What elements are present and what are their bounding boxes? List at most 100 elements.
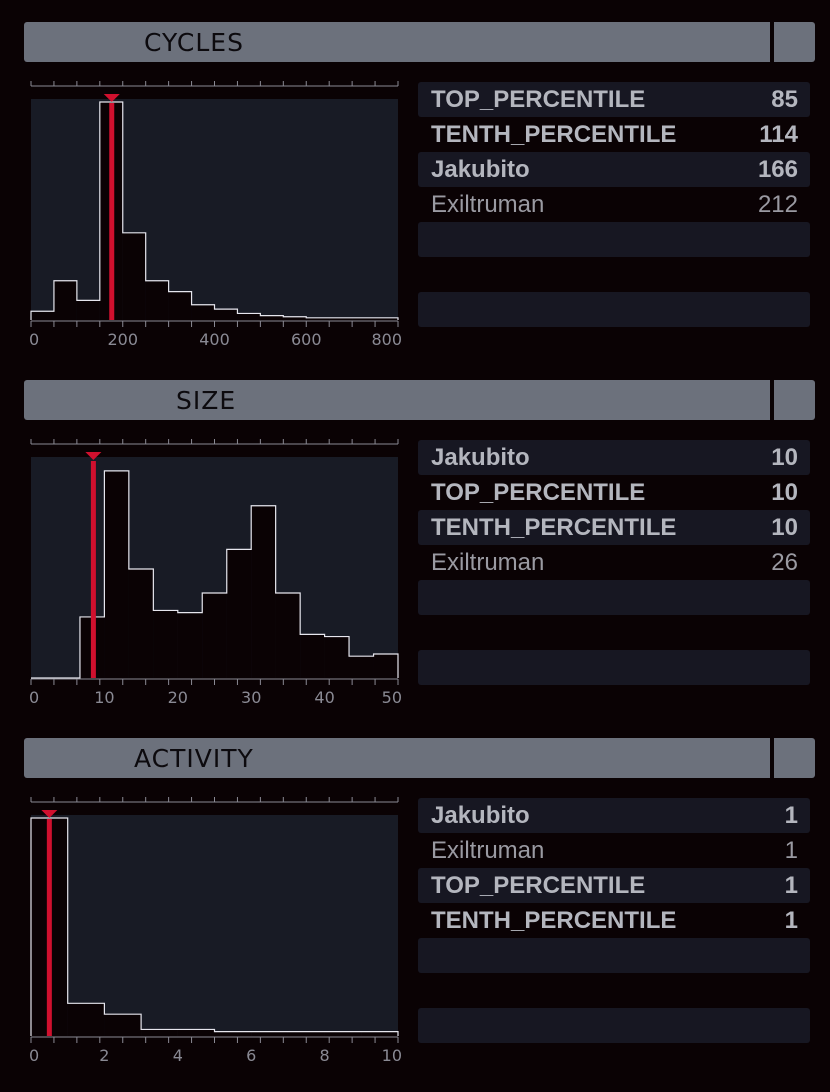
histogram-outline	[30, 817, 399, 1036]
histogram-bin	[324, 1031, 362, 1036]
row-name: TOP_PERCENTILE	[431, 86, 646, 113]
cycles-header-button[interactable]	[774, 22, 815, 62]
header-divider	[770, 738, 774, 778]
histogram-bin	[76, 300, 100, 320]
leaderboard-row[interactable]: TENTH_PERCENTILE 10	[418, 510, 810, 545]
histogram-bin	[31, 311, 54, 320]
leaderboard-row[interactable]: Exiltruman 1	[418, 833, 810, 868]
histogram-bin	[128, 569, 154, 678]
empty-row	[418, 257, 810, 292]
row-name: Jakubito	[431, 444, 530, 471]
row-value: 114	[759, 121, 798, 148]
x-tick-label: 0	[29, 1046, 39, 1065]
row-name: Jakubito	[431, 156, 530, 183]
cycles-title: CYCLES	[144, 28, 244, 57]
histogram-bin	[67, 1003, 105, 1036]
histogram-bin	[104, 470, 129, 678]
leaderboard-row[interactable]: TOP_PERCENTILE 10	[418, 475, 810, 510]
histogram-bin	[104, 1014, 142, 1036]
x-tick-label: 30	[241, 688, 261, 707]
row-name: Jakubito	[431, 802, 530, 829]
activity-histogram: 0 2 4 6 8 10	[29, 797, 402, 1065]
row-value: 1	[784, 907, 798, 934]
activity-title: ACTIVITY	[134, 744, 254, 773]
histogram-bin	[251, 1031, 288, 1036]
empty-row	[418, 615, 810, 650]
row-name: TENTH_PERCENTILE	[431, 121, 677, 148]
percentile-marker-icon	[85, 452, 102, 460]
leaderboard-row[interactable]: TOP_PERCENTILE 1	[418, 868, 810, 903]
leaderboard-row[interactable]: TENTH_PERCENTILE 114	[418, 117, 810, 152]
cycles-leaderboard: TOP_PERCENTILE 85 TENTH_PERCENTILE 114 Jak…	[418, 82, 810, 327]
histogram-bin	[214, 309, 238, 320]
cycles-histogram: 0 200 400 600 800	[29, 81, 402, 349]
size-title: SIZE	[176, 386, 237, 415]
percentile-marker-icon	[103, 94, 120, 102]
size-section: SIZE 0 10 20 30 40 50 Jakubito 10 TOP_PERCENTI…	[0, 380, 830, 730]
histogram-bin	[361, 1031, 398, 1036]
activity-leaderboard: Jakubito 1 Exiltruman 1 TOP_PERCENTILE 1 TE…	[418, 798, 810, 1043]
row-value: 1	[784, 872, 798, 899]
leaderboard-row[interactable]: Jakubito 1	[418, 798, 810, 833]
histogram-bin	[300, 634, 325, 678]
activity-header[interactable]: ACTIVITY	[24, 738, 815, 778]
x-tick-label: 0	[29, 330, 39, 349]
row-name: TOP_PERCENTILE	[431, 479, 646, 506]
cycles-section: CYCLES 0 200 400 600 800 TOP_PERCENTILE 85 TE…	[0, 22, 830, 372]
empty-row	[418, 580, 810, 615]
leaderboard-row[interactable]: Jakubito 10	[418, 440, 810, 475]
leaderboard-row[interactable]: Exiltruman 212	[418, 187, 810, 222]
plot-area	[31, 815, 398, 1036]
empty-row	[418, 292, 810, 327]
row-value: 10	[771, 479, 798, 506]
size-header[interactable]: SIZE	[24, 380, 815, 420]
histogram-bin	[324, 636, 350, 678]
leaderboard-row[interactable]: TENTH_PERCENTILE 1	[418, 903, 810, 938]
x-tick-label: 40	[314, 688, 334, 707]
row-name: Exiltruman	[431, 837, 545, 864]
row-name: TENTH_PERCENTILE	[431, 907, 677, 934]
histogram-bin	[141, 1029, 178, 1036]
leaderboard-row[interactable]: TOP_PERCENTILE 85	[418, 82, 810, 117]
x-tick-label: 400	[199, 330, 230, 349]
row-value: 10	[771, 514, 798, 541]
histogram-bin	[153, 610, 178, 678]
histogram-bin	[145, 280, 169, 320]
histogram-bin	[251, 505, 276, 678]
percentile-marker-line	[109, 103, 115, 320]
percentile-marker-icon	[41, 810, 58, 818]
empty-row	[418, 973, 810, 1008]
row-value: 85	[771, 86, 798, 113]
x-tick-label: 6	[246, 1046, 256, 1065]
row-name: TOP_PERCENTILE	[431, 872, 646, 899]
x-tick-label: 800	[371, 330, 402, 349]
row-name: TENTH_PERCENTILE	[431, 514, 677, 541]
histogram-outline	[30, 101, 399, 320]
percentile-marker-line	[90, 461, 96, 678]
row-name: Exiltruman	[431, 191, 545, 218]
size-histogram: 0 10 20 30 40 50	[29, 439, 402, 707]
activity-header-button[interactable]	[774, 738, 815, 778]
row-value: 1	[784, 837, 798, 864]
histogram-bin	[349, 656, 374, 678]
histogram-bin	[191, 304, 215, 320]
histogram-bin	[283, 316, 307, 320]
size-header-button[interactable]	[774, 380, 815, 420]
size-leaderboard: Jakubito 10 TOP_PERCENTILE 10 TENTH_PERCEN…	[418, 440, 810, 685]
histogram-bin	[214, 1031, 252, 1036]
histogram-bin	[287, 1031, 325, 1036]
x-tick-label: 200	[107, 330, 138, 349]
row-value: 212	[757, 191, 798, 218]
leaderboard-row[interactable]: Jakubito 166	[418, 152, 810, 187]
row-value: 26	[771, 549, 798, 576]
histogram-bin	[237, 313, 261, 320]
histogram-bin	[202, 592, 227, 678]
leaderboard-row[interactable]: Exiltruman 26	[418, 545, 810, 580]
histogram-bin	[177, 612, 203, 678]
plot-area	[31, 99, 398, 320]
histogram-bin	[168, 291, 192, 320]
histogram-bin	[352, 317, 376, 320]
x-tick-label: 2	[99, 1046, 109, 1065]
cycles-header[interactable]: CYCLES	[24, 22, 815, 62]
empty-row	[418, 650, 810, 685]
